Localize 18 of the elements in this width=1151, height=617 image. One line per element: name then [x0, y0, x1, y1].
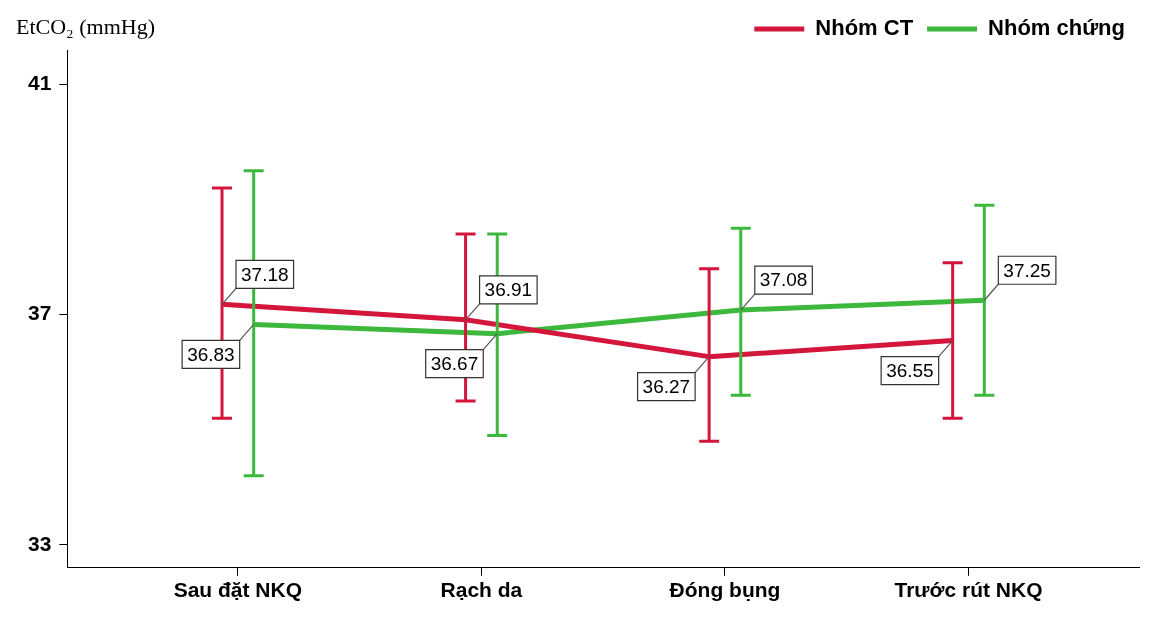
legend-label: Nhóm chứng — [988, 15, 1125, 41]
y-axis-title: EtCO₂ (mmHg) — [16, 14, 156, 40]
legend-label: Nhóm CT — [815, 15, 914, 41]
x-tick-label: Đóng bụng — [669, 578, 781, 602]
x-tick-label: Sau đặt NKQ — [173, 578, 303, 602]
data-label: 36.83 — [187, 343, 235, 365]
data-label: 36.27 — [642, 375, 691, 397]
data-label: 37.18 — [241, 263, 289, 285]
data-label: 37.25 — [1003, 259, 1051, 281]
y-tick-label: 33 — [28, 531, 52, 555]
y-tick-label: 41 — [28, 71, 52, 95]
x-tick-label: Rạch da — [440, 578, 523, 602]
data-label: 36.67 — [430, 352, 479, 374]
x-tick-label: Trước rút NKQ — [894, 578, 1043, 602]
y-tick-label: 37 — [28, 301, 52, 325]
data-label: 36.55 — [886, 359, 934, 381]
data-label: 36.91 — [484, 279, 533, 301]
data-label: 37.08 — [759, 269, 808, 291]
